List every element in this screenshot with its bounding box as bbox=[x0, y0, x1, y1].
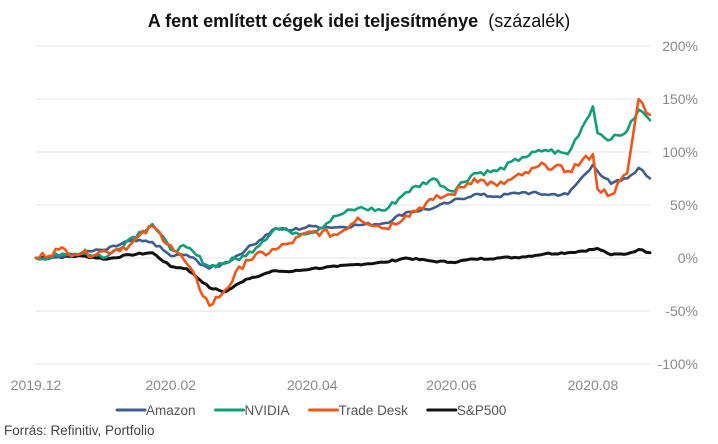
chart-title-main: A fent említett cégek idei teljesítménye bbox=[148, 11, 478, 31]
y-axis-ticks: 200% 150% 100% 50% 0% -50% -100% bbox=[658, 38, 698, 372]
y-tick-label: -100% bbox=[658, 356, 698, 372]
y-tick-label: 50% bbox=[670, 197, 698, 213]
source-note: Forrás: Refinitiv, Portfolio bbox=[4, 423, 155, 438]
series-line-s-p500 bbox=[34, 247, 652, 294]
y-tick-label: 0% bbox=[678, 250, 698, 266]
x-tick-label: 2020.08 bbox=[568, 377, 619, 393]
x-tick-label: 2020.02 bbox=[145, 377, 196, 393]
series-line-trade-desk bbox=[34, 97, 652, 308]
chart-title-unit: (százalék) bbox=[488, 11, 570, 31]
x-tick-label: 2020.04 bbox=[287, 377, 338, 393]
legend-label-nvidia: NVIDIA bbox=[245, 403, 290, 418]
series-lines bbox=[34, 97, 652, 308]
legend-label-amazon: Amazon bbox=[146, 403, 196, 418]
x-axis-ticks: 2019.12 2020.02 2020.04 2020.06 2020.08 bbox=[11, 377, 619, 393]
legend-label-s-p500: S&P500 bbox=[457, 403, 507, 418]
x-tick-label: 2020.06 bbox=[426, 377, 477, 393]
legend-label-trade-desk: Trade Desk bbox=[339, 403, 409, 418]
y-tick-label: -50% bbox=[665, 303, 698, 319]
y-tick-label: 150% bbox=[662, 91, 698, 107]
legend: Amazon NVIDIA Trade Desk S&P500 bbox=[115, 403, 507, 418]
x-tick-label: 2019.12 bbox=[11, 377, 62, 393]
y-tick-label: 100% bbox=[662, 144, 698, 160]
series-line-nvidia bbox=[34, 105, 652, 269]
series-line-amazon bbox=[34, 163, 652, 270]
gridlines bbox=[36, 45, 650, 365]
chart-title: A fent említett cégek idei teljesítménye… bbox=[148, 11, 571, 31]
y-tick-label: 200% bbox=[662, 38, 698, 54]
